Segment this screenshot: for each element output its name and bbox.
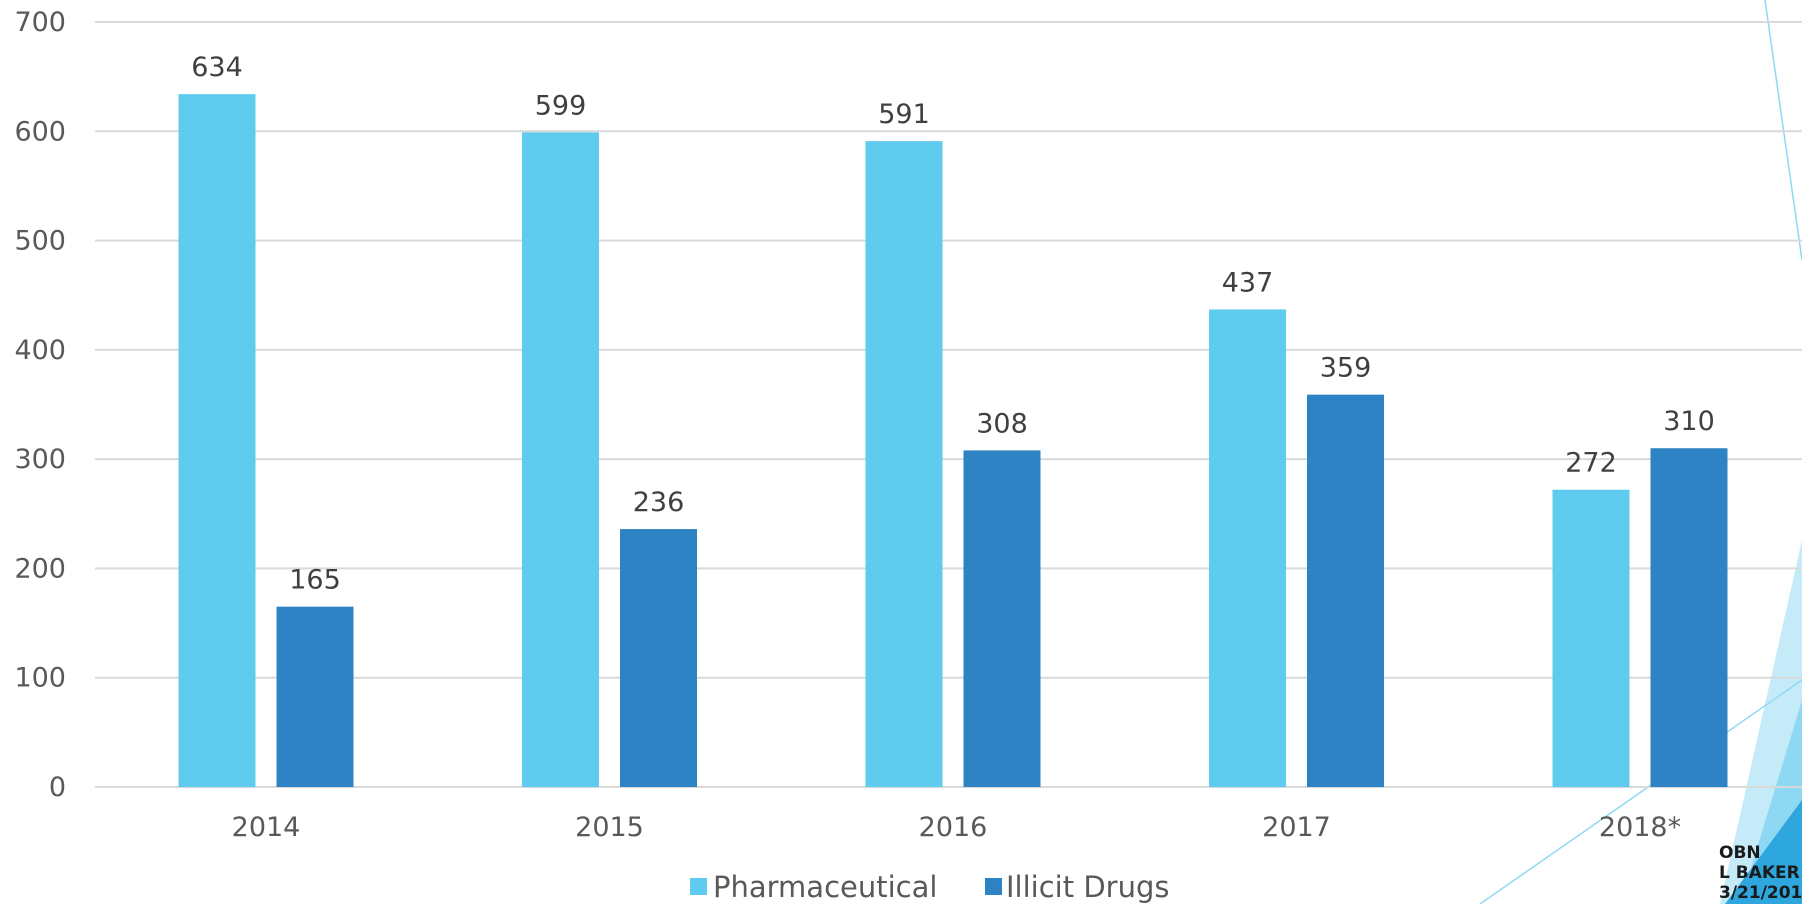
y-tick-label: 500 — [14, 226, 66, 257]
data-label: 437 — [1222, 267, 1274, 298]
bar — [963, 450, 1041, 787]
y-tick-label: 700 — [14, 7, 66, 38]
data-label: 308 — [976, 408, 1028, 439]
legend-swatch — [985, 878, 1002, 895]
y-tick-label: 600 — [14, 116, 66, 147]
decor-line-bottom — [1479, 679, 1802, 904]
bar — [620, 529, 697, 787]
bar — [276, 606, 354, 787]
bar — [1209, 309, 1286, 787]
legend: Pharmaceutical Illicit Drugs — [690, 870, 1169, 904]
data-label: 165 — [289, 565, 341, 596]
decor-dark-triangle — [1725, 800, 1802, 904]
decor-line-top — [1764, 0, 1802, 261]
gridlines — [95, 21, 1802, 788]
stamp-line: OBN — [1719, 843, 1761, 863]
bar — [1552, 489, 1630, 787]
x-tick-label: 2017 — [1262, 812, 1331, 843]
y-axis: 0 100 200 300 400 500 600 700 — [14, 7, 66, 803]
x-tick-label: 2014 — [232, 812, 301, 843]
bar — [178, 94, 256, 788]
bar — [1650, 448, 1728, 787]
x-tick-label: 2018* — [1599, 812, 1681, 843]
legend-swatch — [690, 878, 707, 895]
bar — [865, 141, 943, 787]
decorative-corner-shapes — [1479, 0, 1802, 904]
data-label: 599 — [535, 90, 587, 121]
x-tick-label: 2016 — [919, 812, 988, 843]
y-tick-label: 400 — [14, 335, 66, 366]
data-label: 236 — [633, 487, 685, 518]
bar — [1307, 394, 1384, 787]
stamp-line: L BAKER — [1719, 863, 1800, 883]
data-label: 634 — [191, 52, 243, 83]
y-tick-label: 200 — [14, 553, 66, 584]
x-tick-label: 2015 — [575, 812, 644, 843]
x-axis: 2014 2015 2016 2017 2018* — [232, 812, 1681, 843]
y-tick-label: 100 — [14, 663, 66, 694]
data-label: 359 — [1320, 353, 1372, 384]
legend-label: Pharmaceutical — [713, 870, 937, 904]
bar — [522, 132, 599, 788]
y-tick-label: 0 — [49, 772, 66, 803]
y-tick-label: 300 — [14, 444, 66, 475]
legend-label: Illicit Drugs — [1006, 870, 1169, 904]
data-label: 272 — [1565, 448, 1617, 479]
bars: 634 165 599 236 591 308 437 359 272 310 — [178, 52, 1728, 788]
data-label: 591 — [878, 99, 930, 130]
stamp-line: 3/21/2019 — [1719, 883, 1802, 903]
data-label: 310 — [1663, 406, 1715, 437]
